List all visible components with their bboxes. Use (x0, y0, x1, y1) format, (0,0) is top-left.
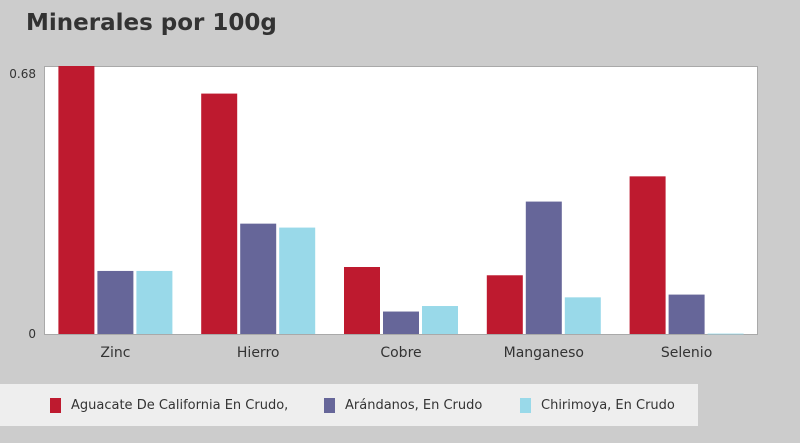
legend-label-chirimoya: Chirimoya, En Crudo (541, 398, 675, 413)
y-tick-label: 0 (28, 327, 36, 341)
bar-selenio-series-2[interactable] (708, 334, 744, 335)
bar-hierro-series-2[interactable] (279, 228, 315, 334)
legend: Aguacate De California En Crudo, Arándan… (0, 384, 698, 426)
bar-selenio-series-0[interactable] (630, 176, 666, 334)
legend-item-aguacate[interactable]: Aguacate De California En Crudo, (50, 398, 288, 413)
bar-hierro-series-0[interactable] (201, 94, 237, 334)
legend-item-arandanos[interactable]: Arándanos, En Crudo (324, 398, 482, 413)
legend-swatch-aguacate (50, 398, 61, 413)
x-category-label: Cobre (380, 345, 421, 361)
bar-zinc-series-2[interactable] (136, 271, 172, 334)
bar-zinc-series-0[interactable] (58, 66, 94, 334)
bar-cobre-series-2[interactable] (422, 306, 458, 334)
bar-zinc-series-1[interactable] (97, 271, 133, 334)
legend-swatch-arandanos (324, 398, 335, 413)
x-category-label: Hierro (237, 345, 280, 361)
x-category-label: Manganeso (504, 345, 584, 361)
bar-manganeso-series-1[interactable] (526, 202, 562, 334)
x-category-label: Selenio (661, 345, 712, 361)
legend-label-arandanos: Arándanos, En Crudo (345, 398, 482, 413)
legend-item-chirimoya[interactable]: Chirimoya, En Crudo (520, 398, 675, 413)
bar-cobre-series-0[interactable] (344, 267, 380, 334)
bar-manganeso-series-2[interactable] (565, 297, 601, 334)
legend-swatch-chirimoya (520, 398, 531, 413)
bar-hierro-series-1[interactable] (240, 224, 276, 334)
legend-label-aguacate: Aguacate De California En Crudo, (71, 398, 288, 413)
x-category-label: Zinc (100, 345, 130, 361)
y-tick-label: 0.68 (9, 67, 36, 81)
bar-cobre-series-1[interactable] (383, 312, 419, 334)
bar-selenio-series-1[interactable] (669, 295, 705, 334)
bar-manganeso-series-0[interactable] (487, 275, 523, 334)
